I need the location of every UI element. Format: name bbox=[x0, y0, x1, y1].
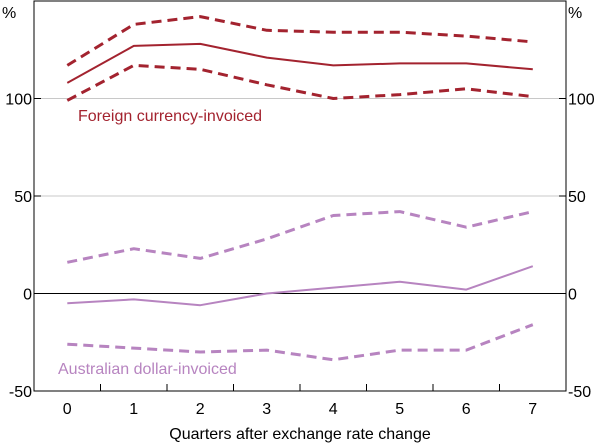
series-lines bbox=[66, 15, 534, 362]
axis-ticks bbox=[34, 98, 567, 392]
axis-labels: -50 -50 0 0 50 50 100 100 0 1 2 3 4 5 6 7 bbox=[5, 92, 595, 419]
y-tick-label-right: 100 bbox=[568, 92, 595, 109]
annotation-foreign-currency: Foreign currency-invoiced bbox=[78, 108, 262, 125]
annotation-australian-dollar: Australian dollar-invoiced bbox=[58, 361, 237, 378]
x-tick-label: 0 bbox=[63, 401, 72, 418]
y-tick-label-right: 0 bbox=[568, 287, 577, 304]
x-tick-label: 6 bbox=[462, 401, 471, 418]
y-tick-label-left: -50 bbox=[9, 384, 32, 401]
y-tick-label-left: 100 bbox=[5, 92, 32, 109]
x-tick-label: 4 bbox=[329, 401, 338, 418]
x-tick-label: 2 bbox=[196, 401, 205, 418]
australian-dollar-invoiced-upper-line bbox=[66, 210, 534, 264]
grid-lines bbox=[34, 98, 566, 294]
x-tick-label: 1 bbox=[129, 401, 138, 418]
foreign-currency-invoiced-lower-line bbox=[66, 63, 533, 102]
y-tick-label-right: 50 bbox=[568, 189, 586, 206]
foreign-currency-invoiced-upper-line bbox=[66, 15, 533, 67]
y-tick-label-right: -50 bbox=[568, 384, 591, 401]
y-tick-label-left: 0 bbox=[23, 287, 32, 304]
y-axis-unit-right: % bbox=[568, 5, 582, 22]
x-axis-title: Quarters after exchange rate change bbox=[169, 426, 431, 443]
x-tick-label: 3 bbox=[262, 401, 271, 418]
foreign-currency-invoiced-estimate-line bbox=[66, 42, 533, 84]
y-tick-label-left: 50 bbox=[14, 189, 32, 206]
y-axis-unit-left: % bbox=[2, 5, 16, 22]
australian-dollar-invoiced-lower-line bbox=[67, 323, 534, 362]
australian-dollar-invoiced-estimate-line bbox=[67, 265, 534, 307]
x-tick-label: 7 bbox=[528, 401, 537, 418]
x-tick-label: 5 bbox=[395, 401, 404, 418]
